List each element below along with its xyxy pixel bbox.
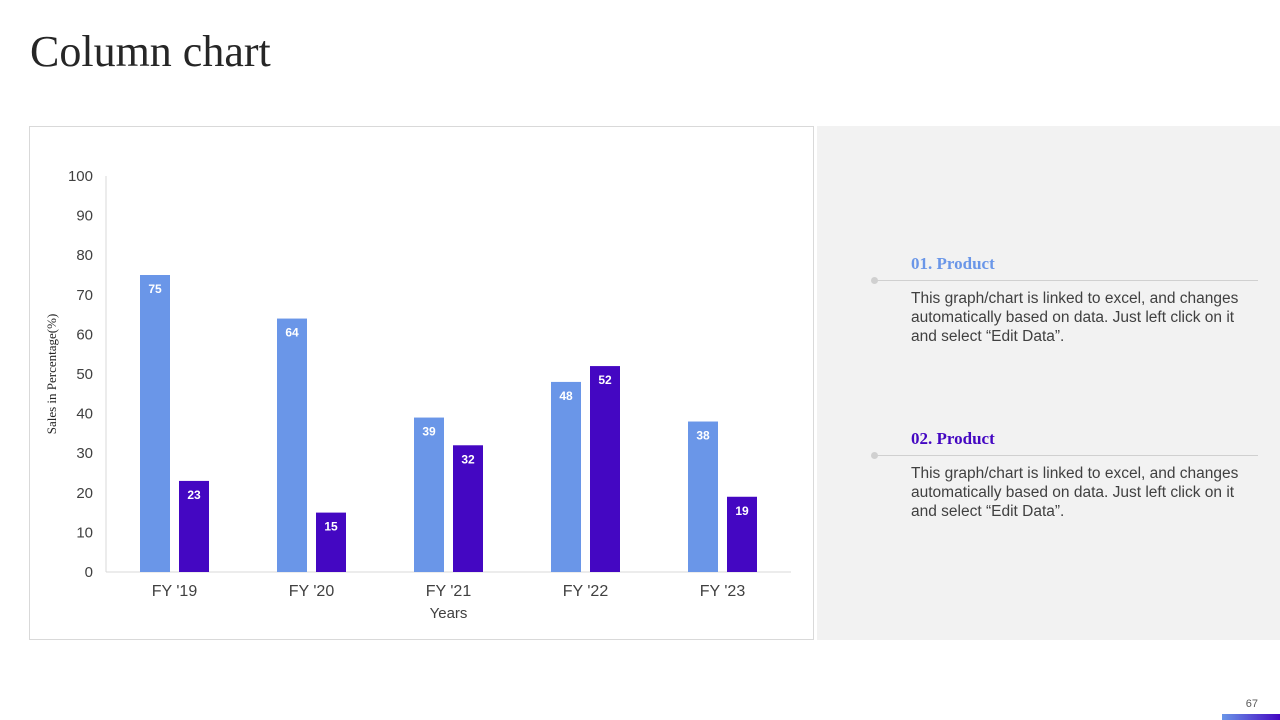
corner-accent-bar bbox=[1222, 714, 1280, 720]
y-axis-label: Sales in Percentage(%) bbox=[44, 314, 59, 435]
y-tick-label: 90 bbox=[76, 208, 93, 225]
bar-value-label: 64 bbox=[285, 326, 299, 340]
bar-value-label: 32 bbox=[461, 452, 475, 466]
column-chart: 0 10 20 30 40 50 60 70 80 90 100 75 23 64 15 39 32 48 52 3… bbox=[29, 126, 814, 640]
product-description-1: This graph/chart is linked to excel, and… bbox=[911, 290, 1239, 345]
bar-value-label: 48 bbox=[559, 389, 573, 403]
y-tick-label: 30 bbox=[76, 445, 93, 462]
product-panel: 01. Product This graph/chart is linked t… bbox=[817, 126, 1280, 640]
bar-series1 bbox=[688, 421, 718, 572]
bar-series-group: 75 23 64 15 39 32 48 52 38 19 bbox=[140, 275, 757, 572]
product-title-2: 02. Product bbox=[911, 429, 995, 448]
bar-series2 bbox=[453, 445, 483, 572]
product-description-2: This graph/chart is linked to excel, and… bbox=[911, 465, 1239, 520]
product-title-1: 01. Product bbox=[911, 254, 995, 273]
divider-line bbox=[875, 455, 1258, 456]
chart-canvas: 0 10 20 30 40 50 60 70 80 90 100 75 23 64 15 39 32 48 52 3… bbox=[44, 168, 791, 622]
y-tick-label: 80 bbox=[76, 247, 93, 264]
bar-value-label: 38 bbox=[696, 429, 710, 443]
divider-dot bbox=[871, 452, 878, 459]
product-block-1: 01. Product This graph/chart is linked t… bbox=[871, 253, 1258, 346]
bar-value-label: 19 bbox=[735, 504, 749, 518]
bar-series1 bbox=[140, 275, 170, 572]
bar-value-label: 52 bbox=[598, 373, 612, 387]
bar-value-label: 23 bbox=[187, 488, 201, 502]
page-number: 67 bbox=[1245, 698, 1258, 710]
bar-series2 bbox=[316, 512, 346, 572]
y-tick-label: 100 bbox=[68, 168, 93, 185]
x-tick-label: FY '19 bbox=[152, 583, 198, 600]
divider-dot bbox=[871, 277, 878, 284]
x-tick-label: FY '21 bbox=[426, 583, 472, 600]
bar-series1 bbox=[551, 381, 581, 572]
slide-title: Column chart bbox=[30, 27, 271, 76]
bar-value-label: 39 bbox=[422, 425, 436, 439]
x-tick-label: FY '20 bbox=[289, 583, 335, 600]
y-tick-label: 70 bbox=[76, 287, 93, 304]
product-block-2: 02. Product This graph/chart is linked t… bbox=[871, 428, 1258, 521]
y-tick-label: 50 bbox=[76, 366, 93, 383]
x-axis-label: Years bbox=[430, 605, 468, 622]
x-tick-label: FY '22 bbox=[563, 583, 609, 600]
bar-series2 bbox=[590, 366, 620, 572]
y-axis-ticks: 0 10 20 30 40 50 60 70 80 90 100 bbox=[68, 168, 93, 581]
y-tick-label: 40 bbox=[76, 406, 93, 423]
divider-line bbox=[875, 280, 1258, 281]
bar-series1 bbox=[277, 318, 307, 572]
bar-value-label: 15 bbox=[324, 520, 338, 534]
bar-series2 bbox=[727, 496, 757, 572]
bar-series2 bbox=[179, 480, 209, 572]
y-tick-label: 60 bbox=[76, 326, 93, 343]
x-tick-label: FY '23 bbox=[700, 583, 746, 600]
y-tick-label: 10 bbox=[76, 524, 93, 541]
y-tick-label: 0 bbox=[85, 564, 93, 581]
bar-series1 bbox=[414, 417, 444, 572]
x-axis-ticks: FY '19 FY '20 FY '21 FY '22 FY '23 bbox=[152, 583, 746, 600]
y-tick-label: 20 bbox=[76, 485, 93, 502]
bar-value-label: 75 bbox=[148, 282, 162, 296]
